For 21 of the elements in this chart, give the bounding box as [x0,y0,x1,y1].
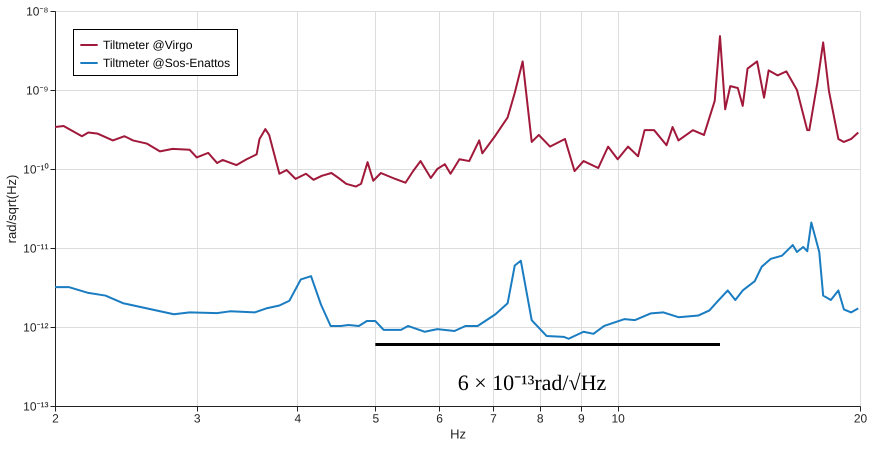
x-tick-label: 9 [578,412,585,426]
x-axis-title: Hz [450,426,466,442]
x-tick-label: 8 [536,412,544,426]
y-tick-label: 10⁻¹² [23,320,48,334]
annotation: 6 × 10⁻¹³rad/√Hz [458,370,606,395]
y-tick-label: 10⁻¹³ [23,400,48,414]
x-tick-label: 7 [490,412,498,426]
x-tick-label: 5 [372,412,380,426]
x-tick-label: 6 [436,412,444,426]
y-tick-label: 10⁻¹⁰ [23,162,48,176]
x-tick-label: 2 [52,412,60,426]
legend-label: Tiltmeter @Sos-Enattos [103,56,230,70]
y-tick-label: 10⁻¹¹ [23,242,48,256]
y-tick-label: 10⁻⁹ [26,84,48,98]
legend-label: Tiltmeter @Virgo [103,38,193,52]
y-tick-label: 10⁻⁸ [26,4,48,18]
x-tick-label: 10 [611,412,626,426]
x-tick-label: 4 [294,412,302,426]
y-axis-title: rad/sqrt(Hz) [4,174,20,244]
x-tick-label: 20 [854,412,868,426]
x-tick-label: 3 [194,412,201,426]
